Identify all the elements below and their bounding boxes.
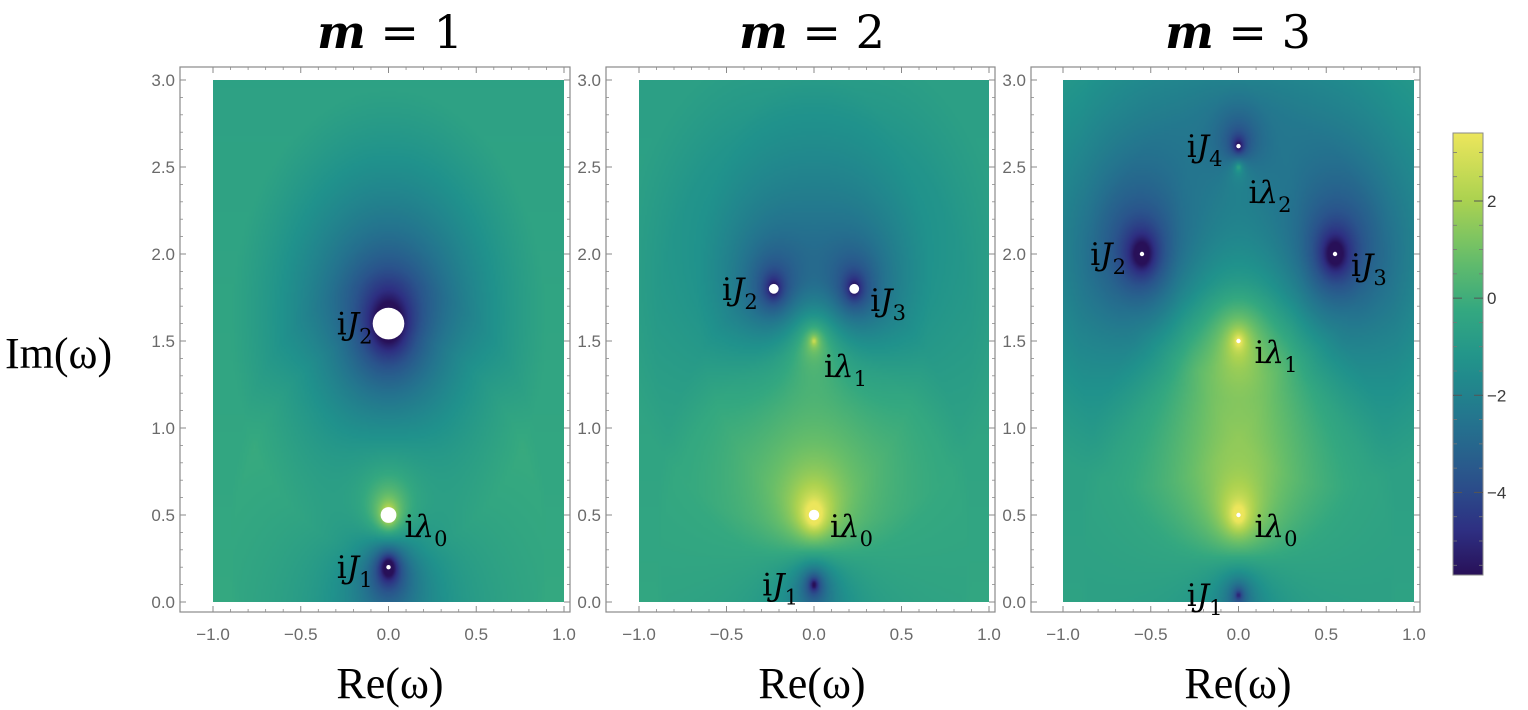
- y-tick-label: 1.0: [577, 419, 601, 438]
- panels-layer: −1.0 −0.5 0.0 0.5 1.00.00.51.01.52.02.53.0m …: [151, 5, 1425, 708]
- label-iJ2: iJ2: [722, 272, 758, 314]
- y-tick-label: 0.0: [577, 593, 601, 612]
- label-ilambda2: iλ2: [1249, 175, 1292, 217]
- label-iJ1: iJ1: [762, 568, 798, 610]
- label-iJ3: iJ3: [1351, 248, 1387, 290]
- x-tick-label: 0.5: [464, 625, 488, 644]
- x-tick-label: −1.0: [196, 625, 230, 644]
- plot-frame: [1030, 66, 1421, 613]
- panel-title: m = 2: [739, 5, 885, 59]
- singularity-marker-iJ2: [768, 283, 779, 294]
- panel-m3: −1.0 −0.5 0.0 0.5 1.0 0.0 0.5 1.0 1.5 2.0 2.5 3.0 m …: [1002, 5, 1425, 708]
- singularity-marker-ilambda0: [808, 509, 820, 521]
- singularity-marker-ilambda0: [1236, 512, 1241, 518]
- y-tick-label: 1.5: [151, 332, 175, 351]
- singularity-marker-ilambda0: [380, 507, 397, 523]
- y-tick-label: 0.5: [1002, 506, 1026, 525]
- x-axis-label: Re(ω): [1184, 659, 1291, 708]
- singularity-marker-iJ3: [849, 283, 860, 294]
- heatmap-image: [213, 80, 564, 602]
- y-tick-label: 1.5: [1002, 332, 1026, 351]
- heatmap-image: [639, 80, 989, 602]
- panel-title: m = 3: [1165, 5, 1311, 59]
- y-tick-label: 1.5: [577, 332, 601, 351]
- label-ilambda1: iλ1: [1255, 335, 1298, 377]
- label-iJ2: iJ2: [337, 307, 373, 349]
- colorbar-tick-label: −4: [1487, 483, 1506, 502]
- y-tick-label: 1.0: [1002, 419, 1026, 438]
- y-tick-label: 2.5: [1002, 158, 1026, 177]
- singularity-marker-iJ1: [386, 565, 391, 570]
- label-ilambda0: iλ0: [1255, 509, 1298, 551]
- y-tick-label: 2.0: [1002, 245, 1026, 264]
- y-tick-label: 0.5: [577, 506, 601, 525]
- x-axis-label: Re(ω): [758, 659, 865, 708]
- colorbar-tick-label: 2: [1487, 192, 1496, 211]
- x-tick-label: −0.5: [710, 625, 744, 644]
- singularity-marker-ilambda1: [1236, 338, 1241, 344]
- colorbar-tick-label: −2: [1487, 386, 1506, 405]
- plot-frame: [605, 66, 996, 613]
- singularity-marker-iJ2: [1139, 251, 1145, 257]
- singularity-marker-iJ2: [372, 307, 405, 340]
- x-tick-label: 1.0: [552, 625, 576, 644]
- y-tick-label: 3.0: [577, 71, 601, 90]
- colorbar-gradient: [1452, 132, 1484, 576]
- x-tick-label: −1.0: [622, 625, 656, 644]
- label-ilambda1: iλ1: [824, 349, 867, 391]
- x-tick-label: 1.0: [1402, 625, 1426, 644]
- figure-ylabel: Im(ω): [5, 329, 112, 378]
- x-tick-label: 0.0: [1227, 625, 1251, 644]
- label-iJ3: iJ3: [870, 283, 906, 325]
- panel-title: m = 1: [317, 5, 463, 59]
- y-tick-label: 0.0: [1002, 593, 1026, 612]
- y-tick-label: 1.0: [151, 419, 175, 438]
- label-iJ1: iJ1: [1187, 578, 1223, 620]
- y-tick-label: 2.5: [151, 158, 175, 177]
- label-ilambda0: iλ0: [830, 509, 873, 551]
- x-tick-label: −0.5: [1134, 625, 1168, 644]
- x-tick-label: 0.5: [1314, 625, 1338, 644]
- x-tick-label: 0.0: [377, 625, 401, 644]
- y-tick-label: 2.5: [577, 158, 601, 177]
- label-iJ2: iJ2: [1090, 237, 1126, 279]
- x-tick-label: 0.0: [802, 625, 826, 644]
- colorbar: 2 0 −2 −4: [1452, 132, 1506, 576]
- panel-m1: −1.0 −0.5 0.0 0.5 1.0 0.0 0.5 1.0 1.5 2.0 2.5 3.0 m …: [151, 5, 575, 708]
- x-tick-label: −0.5: [284, 625, 318, 644]
- label-iJ4: iJ4: [1187, 129, 1223, 171]
- singularity-marker-iJ3: [1332, 251, 1338, 257]
- plot-frame: [179, 66, 571, 613]
- y-tick-label: 0.0: [151, 593, 175, 612]
- panel-m2: −1.0 −0.5 0.0 0.5 1.0 0.0 0.5 1.0 1.5 2.0 2.5 3.0 m …: [577, 5, 1000, 708]
- y-tick-label: 3.0: [151, 71, 175, 90]
- label-iJ1: iJ1: [337, 550, 373, 592]
- y-tick-label: 3.0: [1002, 71, 1026, 90]
- label-ilambda0: iλ0: [405, 509, 448, 551]
- y-tick-label: 2.0: [577, 245, 601, 264]
- y-tick-label: 0.5: [151, 506, 175, 525]
- x-tick-label: 1.0: [977, 625, 1001, 644]
- x-tick-label: 0.5: [890, 625, 914, 644]
- x-axis-label: Re(ω): [336, 659, 443, 708]
- x-tick-label: −1.0: [1046, 625, 1080, 644]
- singularity-marker-iJ4: [1236, 143, 1241, 149]
- y-tick-label: 2.0: [151, 245, 175, 264]
- colorbar-tick-label: 0: [1487, 289, 1496, 308]
